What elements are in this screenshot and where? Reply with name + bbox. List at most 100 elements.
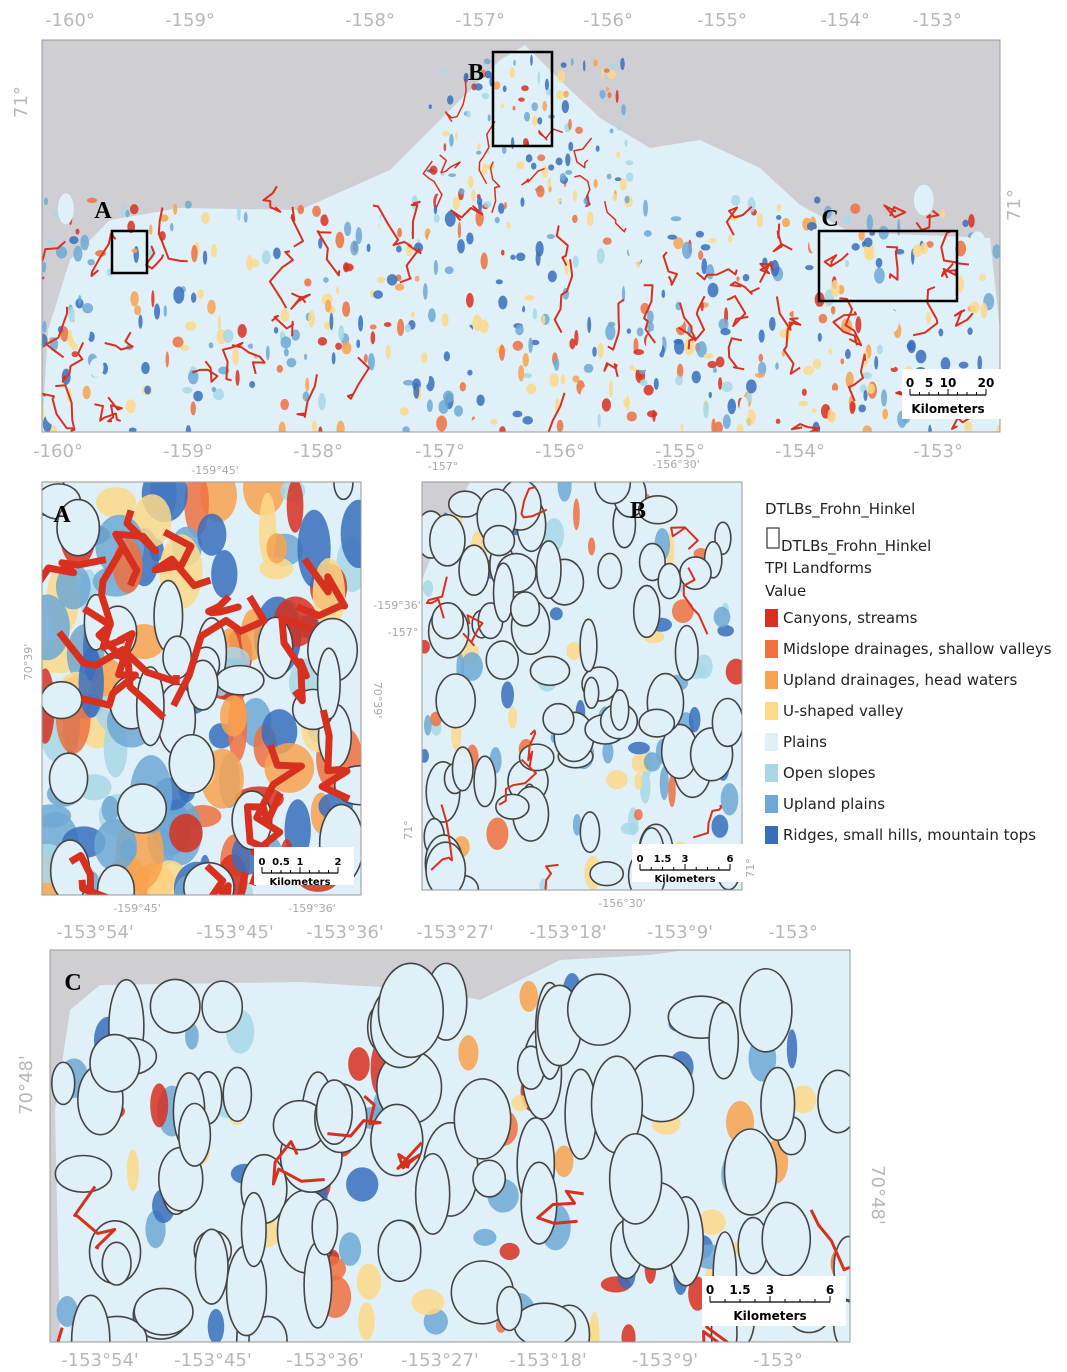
drained-basin xyxy=(474,756,496,806)
terrain-patch xyxy=(75,229,79,235)
drained-basin xyxy=(595,462,630,504)
terrain-patch xyxy=(558,469,572,501)
terrain-patch xyxy=(573,191,578,202)
terrain-patch xyxy=(218,316,221,331)
terrain-patch xyxy=(286,358,296,367)
inset-label: B xyxy=(468,60,484,86)
terrain-patch xyxy=(615,177,621,181)
terrain-patch xyxy=(486,818,508,850)
legend-field: Value xyxy=(765,582,806,600)
drained-basin xyxy=(436,674,475,728)
terrain-patch xyxy=(711,418,716,435)
terrain-patch xyxy=(201,212,209,224)
terrain-patch xyxy=(731,195,740,206)
terrain-patch xyxy=(397,228,402,237)
terrain-patch xyxy=(597,414,600,428)
terrain-patch xyxy=(281,336,292,348)
terrain-patch xyxy=(574,330,578,346)
terrain-patch xyxy=(671,216,682,221)
terrain-patch xyxy=(430,166,438,175)
terrain-patch xyxy=(849,401,855,414)
terrain-patch xyxy=(607,92,611,98)
terrain-patch xyxy=(434,260,438,275)
terrain-patch xyxy=(499,426,506,435)
scale-bar-label: 20 xyxy=(978,376,995,390)
terrain-patch xyxy=(448,173,456,177)
drained-basin xyxy=(634,586,660,638)
terrain-patch xyxy=(523,373,532,378)
terrain-patch xyxy=(209,342,214,348)
terrain-patch xyxy=(249,381,255,388)
terrain-patch xyxy=(831,306,835,315)
drained-basin xyxy=(914,185,934,216)
drained-basin xyxy=(511,592,540,626)
inset-label: A xyxy=(53,502,71,528)
terrain-patch xyxy=(69,236,78,244)
terrain-patch xyxy=(610,129,614,134)
terrain-patch xyxy=(556,90,564,99)
terrain-patch xyxy=(723,414,731,429)
terrain-patch xyxy=(716,357,725,368)
terrain-patch xyxy=(524,112,530,122)
terrain-patch xyxy=(542,166,549,178)
terrain-patch xyxy=(344,222,351,236)
terrain-patch xyxy=(439,400,449,414)
terrain-patch xyxy=(186,425,191,437)
drained-basin xyxy=(580,619,597,671)
terrain-patch xyxy=(491,419,498,425)
drained-basin xyxy=(349,410,362,431)
terrain-patch xyxy=(346,1167,378,1201)
terrain-patch xyxy=(587,317,591,333)
terrain-patch xyxy=(967,327,972,335)
drained-basin xyxy=(632,356,651,370)
terrain-patch xyxy=(503,85,507,92)
drained-basin xyxy=(72,317,90,346)
terrain-patch xyxy=(604,68,610,72)
coordinate-label: -153°18' xyxy=(529,922,607,943)
terrain-patch xyxy=(560,173,566,181)
terrain-patch xyxy=(471,189,475,202)
terrain-patch xyxy=(483,201,491,208)
terrain-patch xyxy=(441,313,448,327)
coordinate-label: -153°36' xyxy=(306,922,384,943)
terrain-patch xyxy=(481,253,488,270)
terrain-patch xyxy=(342,301,350,317)
terrain-patch xyxy=(977,355,982,371)
terrain-patch xyxy=(627,411,637,421)
drained-basin xyxy=(543,704,574,735)
terrain-patch xyxy=(154,304,160,320)
legend-swatch xyxy=(765,795,778,813)
terrain-patch xyxy=(518,97,525,101)
drained-basin xyxy=(304,1242,332,1328)
terrain-patch xyxy=(395,284,405,291)
inset-label: C xyxy=(821,206,838,232)
terrain-patch xyxy=(482,163,488,174)
terrain-patch xyxy=(643,385,653,396)
coordinate-label: -157° xyxy=(455,10,505,31)
coordinate-label: -158° xyxy=(293,441,343,462)
terrain-patch xyxy=(442,131,449,137)
drained-basin xyxy=(111,274,121,300)
terrain-patch xyxy=(879,226,889,240)
terrain-patch xyxy=(606,770,628,789)
drained-basin xyxy=(709,1003,738,1079)
terrain-patch xyxy=(746,379,757,393)
terrain-patch xyxy=(423,580,433,597)
scale-bar-label: 0 xyxy=(706,1283,714,1297)
terrain-patch xyxy=(274,327,278,334)
scale-bar-label: 5 xyxy=(925,376,933,390)
coordinate-label: -153°45' xyxy=(174,1350,252,1371)
terrain-patch xyxy=(364,354,368,363)
drained-basin xyxy=(452,747,472,791)
terrain-patch xyxy=(776,215,781,220)
scale-bar-unit: Kilometers xyxy=(269,877,330,888)
terrain-patch xyxy=(502,146,507,154)
drained-basin xyxy=(195,1229,228,1304)
terrain-patch xyxy=(454,405,463,416)
terrain-patch xyxy=(680,424,683,432)
terrain-patch xyxy=(280,399,289,410)
drained-basin xyxy=(416,1154,450,1234)
terrain-patch xyxy=(874,267,885,283)
terrain-patch xyxy=(367,244,371,253)
legend-group: TPI Landforms xyxy=(764,559,872,577)
